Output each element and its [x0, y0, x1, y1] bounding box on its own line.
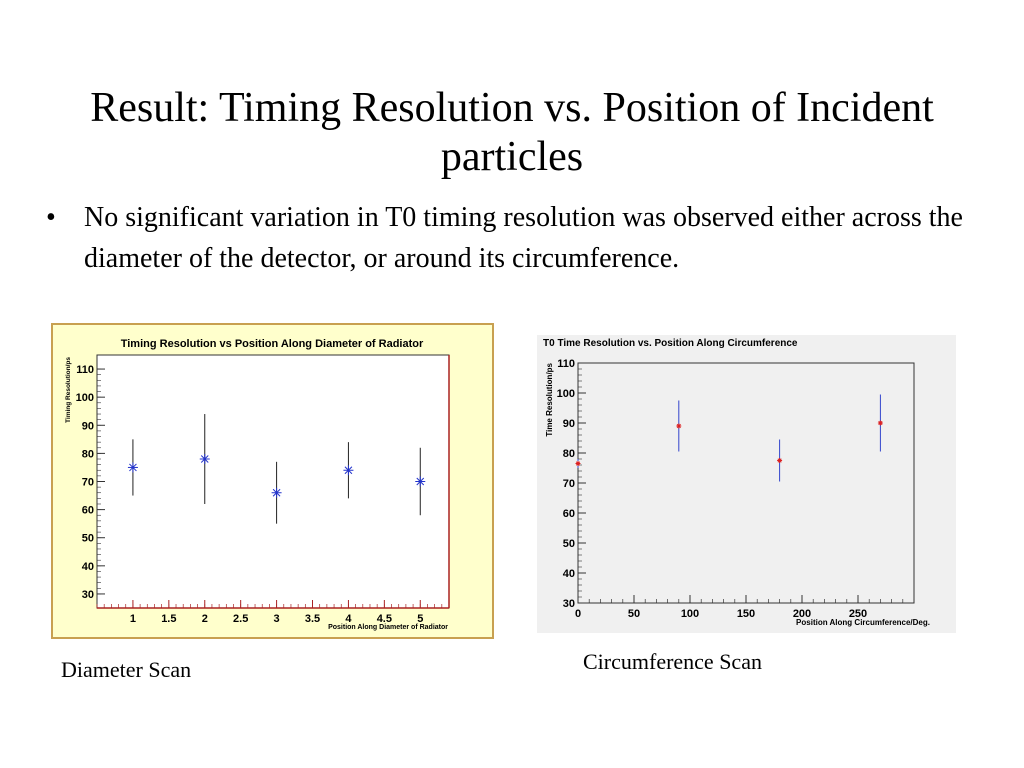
y-tick-label: 80	[82, 448, 94, 460]
data-point	[271, 461, 282, 524]
x-tick-label: 200	[793, 608, 811, 620]
y-axis-label: Time Resolution/ps	[545, 362, 554, 436]
x-tick-label: 250	[849, 608, 867, 620]
chart-title: T0 Time Resolution vs. Position Along Ci…	[543, 338, 798, 349]
y-tick-label: 100	[557, 388, 575, 400]
data-point	[777, 439, 783, 482]
y-tick-label: 90	[82, 420, 94, 432]
x-tick-label: 100	[681, 608, 699, 620]
y-tick-label: 80	[563, 448, 575, 460]
x-tick-label: 2	[202, 613, 208, 625]
data-point	[127, 439, 138, 496]
marker-stroke	[416, 477, 425, 486]
marker-stroke	[575, 461, 581, 466]
y-tick-label: 60	[82, 505, 94, 517]
y-tick-label: 110	[76, 364, 94, 376]
slide-title: Result: Timing Resolution vs. Position o…	[90, 85, 934, 180]
diameter-chart-frame: Timing Resolution vs Position Along Diam…	[51, 323, 494, 639]
data-point	[415, 447, 426, 516]
y-tick-label: 50	[563, 538, 575, 550]
marker-stroke	[344, 466, 353, 475]
circumference-scan-caption: Circumference Scan	[583, 649, 762, 674]
circumference-scan-chart: T0 Time Resolution vs. Position Along Ci…	[543, 338, 930, 627]
marker-stroke	[272, 488, 281, 497]
y-axis-label: Timing Resolution/ps	[65, 357, 72, 423]
marker-stroke	[878, 420, 883, 426]
y-tick-label: 70	[82, 477, 94, 489]
marker-stroke	[200, 455, 209, 463]
x-tick-label: 150	[737, 608, 755, 620]
data-point	[575, 459, 581, 468]
chart-title: Timing Resolution vs Position Along Diam…	[121, 338, 424, 350]
marker-stroke	[129, 463, 137, 472]
data-point	[676, 400, 682, 452]
x-tick-label: 3	[274, 613, 280, 625]
y-tick-label: 90	[563, 418, 575, 430]
bullet-item: • No significant variation in T0 timing …	[46, 197, 976, 279]
data-point	[343, 442, 354, 499]
y-tick-label: 40	[82, 561, 94, 573]
x-axis-label: Position Along Diameter of Radiator	[328, 624, 448, 631]
plot-area	[577, 362, 915, 604]
diameter-scan-chart: Timing Resolution vs Position Along Diam…	[65, 338, 450, 631]
x-tick-label: 4.5	[377, 613, 392, 625]
diameter-scan-caption: Diameter Scan	[61, 657, 192, 682]
data-point	[199, 414, 210, 504]
circumference-chart-frame: T0 Time Resolution vs. Position Along Ci…	[537, 335, 956, 633]
y-tick-label: 70	[563, 478, 575, 490]
x-tick-label: 3.5	[305, 613, 320, 625]
y-tick-label: 30	[563, 598, 575, 610]
y-tick-label: 60	[563, 508, 575, 520]
x-tick-label: 1.5	[161, 613, 176, 625]
marker-stroke	[676, 423, 681, 429]
y-tick-label: 50	[82, 533, 94, 545]
x-tick-label: 4	[345, 613, 352, 625]
y-tick-label: 100	[76, 392, 94, 404]
x-tick-label: 2.5	[233, 613, 248, 625]
data-point	[877, 394, 883, 452]
y-tick-label: 110	[557, 358, 575, 370]
bullet-dot: •	[46, 202, 56, 233]
plot-area	[96, 354, 450, 609]
x-tick-label: 50	[628, 608, 640, 620]
y-tick-label: 30	[82, 589, 94, 601]
bullet-text: No significant variation in T0 timing re…	[84, 202, 963, 274]
y-tick-label: 40	[563, 568, 575, 580]
x-tick-label: 1	[130, 613, 136, 625]
marker-stroke	[777, 458, 782, 463]
x-tick-label: 5	[417, 613, 423, 625]
x-tick-label: 0	[575, 608, 581, 620]
x-axis-label: Position Along Circumference/Deg.	[796, 618, 930, 627]
